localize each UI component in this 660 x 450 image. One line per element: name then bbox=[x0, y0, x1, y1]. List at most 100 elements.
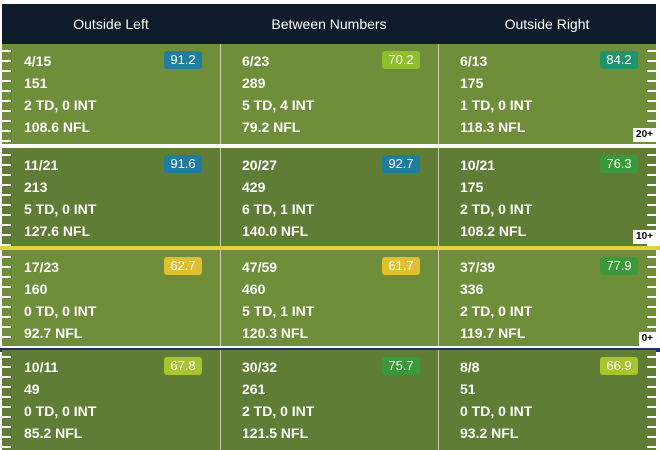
completions-attempts: 17/23 bbox=[24, 259, 60, 275]
hash-mark-left bbox=[2, 204, 11, 206]
completions-attempts: 10/11 bbox=[24, 359, 59, 375]
td-int: 0 TD, 0 INT bbox=[24, 403, 97, 419]
nfl-rating: 108.6 NFL bbox=[24, 119, 91, 135]
hash-mark-left bbox=[2, 276, 11, 278]
td-int: 2 TD, 0 INT bbox=[24, 97, 97, 113]
column-header-bar: Outside Left Between Numbers Outside Right bbox=[2, 4, 656, 44]
passing-yards: 175 bbox=[460, 75, 484, 91]
hash-mark-right bbox=[647, 256, 656, 258]
passing-yards: 261 bbox=[242, 381, 266, 397]
hash-mark-right bbox=[647, 396, 656, 398]
zone-cell-2-0[interactable]: 17/23 160 0 TD, 0 INT 92.7 NFL 62.7 bbox=[2, 250, 220, 346]
yard-line-divider bbox=[0, 246, 660, 250]
completions-attempts: 8/8 bbox=[460, 359, 480, 375]
completions-attempts: 37/39 bbox=[460, 259, 496, 275]
zone-cell-1-2[interactable]: 10/21 175 2 TD, 0 INT 108.2 NFL 76.3 bbox=[438, 148, 656, 246]
passing-yards: 213 bbox=[24, 179, 48, 195]
zone-cell-3-1[interactable]: 30/32 261 2 TD, 0 INT 121.5 NFL 75.7 bbox=[220, 350, 438, 450]
completions-attempts: 4/15 bbox=[24, 53, 52, 69]
grade-badge: 76.3 bbox=[600, 155, 638, 173]
passing-yards: 51 bbox=[460, 381, 476, 397]
column-divider-line bbox=[220, 44, 221, 144]
column-header-0: Outside Left bbox=[73, 16, 149, 32]
hash-mark-right bbox=[647, 184, 656, 186]
hash-mark-left bbox=[2, 174, 11, 176]
td-int: 5 TD, 4 INT bbox=[242, 97, 315, 113]
grade-badge: 70.2 bbox=[382, 51, 420, 69]
grade-badge: 91.6 bbox=[164, 155, 202, 173]
hash-mark-left bbox=[2, 60, 11, 62]
hash-mark-right bbox=[647, 194, 656, 196]
zone-cell-2-1[interactable]: 47/59 460 5 TD, 1 INT 120.3 NFL 61.7 bbox=[220, 250, 438, 346]
hash-mark-right bbox=[647, 90, 656, 92]
grade-badge: 75.7 bbox=[382, 357, 420, 375]
column-divider-line bbox=[438, 148, 439, 246]
completions-attempts: 6/23 bbox=[242, 53, 270, 69]
completions-attempts: 6/13 bbox=[460, 53, 488, 69]
zone-cell-1-1[interactable]: 20/27 429 6 TD, 1 INT 140.0 NFL 92.7 bbox=[220, 148, 438, 246]
hash-mark-left bbox=[2, 80, 11, 82]
hash-mark-left bbox=[2, 256, 11, 258]
nfl-rating: 140.0 NFL bbox=[242, 223, 309, 239]
hash-mark-right bbox=[647, 204, 656, 206]
hash-mark-right bbox=[647, 70, 656, 72]
hash-mark-right bbox=[647, 164, 656, 166]
hash-mark-left bbox=[2, 224, 11, 226]
hash-mark-left bbox=[2, 164, 11, 166]
yard-marker-label: 10+ bbox=[633, 230, 656, 244]
hash-mark-right bbox=[647, 80, 656, 82]
td-int: 2 TD, 0 INT bbox=[460, 303, 533, 319]
hash-mark-right bbox=[647, 286, 656, 288]
zone-cell-1-0[interactable]: 11/21 213 5 TD, 0 INT 127.6 NFL 91.6 bbox=[2, 148, 220, 246]
zone-cell-0-1[interactable]: 6/23 289 5 TD, 4 INT 79.2 NFL 70.2 bbox=[220, 44, 438, 144]
grade-badge: 92.7 bbox=[382, 155, 420, 173]
hash-mark-right bbox=[647, 120, 656, 122]
nfl-rating: 93.2 NFL bbox=[460, 425, 519, 441]
hash-mark-right bbox=[647, 214, 656, 216]
hash-mark-right bbox=[647, 446, 656, 448]
td-int: 1 TD, 0 INT bbox=[460, 97, 533, 113]
hash-mark-left bbox=[2, 184, 11, 186]
column-divider-line bbox=[438, 44, 439, 144]
hash-mark-left bbox=[2, 130, 11, 132]
nfl-rating: 120.3 NFL bbox=[242, 325, 309, 341]
hash-mark-right bbox=[647, 436, 656, 438]
zone-cell-2-2[interactable]: 37/39 336 2 TD, 0 INT 119.7 NFL 77.9 bbox=[438, 250, 656, 346]
nfl-rating: 127.6 NFL bbox=[24, 223, 91, 239]
hash-mark-left bbox=[2, 120, 11, 122]
zone-row-1: 11/21 213 5 TD, 0 INT 127.6 NFL 91.6 20/27 429… bbox=[2, 148, 656, 246]
hash-mark-left bbox=[2, 356, 11, 358]
column-divider-line bbox=[220, 250, 221, 346]
nfl-rating: 85.2 NFL bbox=[24, 425, 83, 441]
hash-mark-right bbox=[647, 366, 656, 368]
passing-yards: 160 bbox=[24, 281, 48, 297]
hash-mark-right bbox=[647, 60, 656, 62]
hash-mark-right bbox=[647, 50, 656, 52]
nfl-rating: 121.5 NFL bbox=[242, 425, 309, 441]
zone-row-0: 4/15 151 2 TD, 0 INT 108.6 NFL 91.2 6/23 289 5 … bbox=[2, 44, 656, 144]
completions-attempts: 11/21 bbox=[24, 157, 59, 173]
hash-mark-left bbox=[2, 376, 11, 378]
td-int: 0 TD, 0 INT bbox=[24, 303, 97, 319]
hash-mark-left bbox=[2, 446, 11, 448]
grade-badge: 61.7 bbox=[382, 257, 420, 275]
zone-cell-0-2[interactable]: 6/13 175 1 TD, 0 INT 118.3 NFL 84.2 bbox=[438, 44, 656, 144]
yard-line-divider bbox=[0, 144, 660, 148]
hash-mark-right bbox=[647, 224, 656, 226]
zone-cell-3-2[interactable]: 8/8 51 0 TD, 0 INT 93.2 NFL 66.9 bbox=[438, 350, 656, 450]
hash-mark-right bbox=[647, 386, 656, 388]
zone-cell-3-0[interactable]: 10/11 49 0 TD, 0 INT 85.2 NFL 67.8 bbox=[2, 350, 220, 450]
zone-row-2: 17/23 160 0 TD, 0 INT 92.7 NFL 62.7 47/59 460 5… bbox=[2, 250, 656, 346]
column-divider-line bbox=[438, 250, 439, 346]
hash-mark-left bbox=[2, 90, 11, 92]
hash-mark-left bbox=[2, 50, 11, 52]
passing-yards: 336 bbox=[460, 281, 484, 297]
zone-cell-0-0[interactable]: 4/15 151 2 TD, 0 INT 108.6 NFL 91.2 bbox=[2, 44, 220, 144]
hash-mark-left bbox=[2, 416, 11, 418]
hash-mark-left bbox=[2, 436, 11, 438]
hash-mark-left bbox=[2, 110, 11, 112]
hash-mark-right bbox=[647, 296, 656, 298]
hash-mark-right bbox=[647, 306, 656, 308]
hash-mark-left bbox=[2, 100, 11, 102]
td-int: 0 TD, 0 INT bbox=[460, 403, 533, 419]
